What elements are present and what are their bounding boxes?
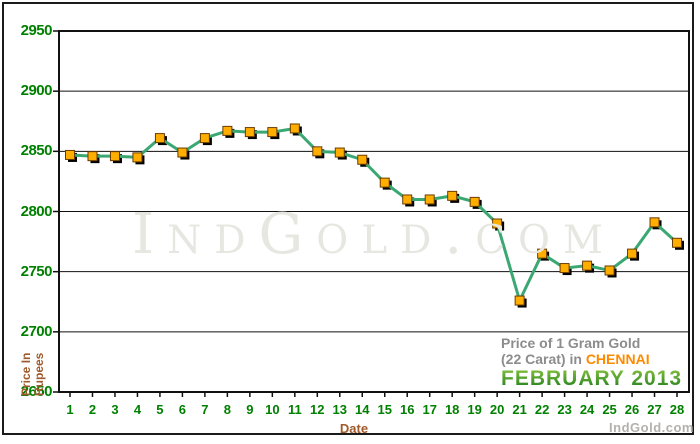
chart-subtitle-line1: Price of 1 Gram Gold xyxy=(501,335,641,351)
x-axis-tick-label: 22 xyxy=(534,402,550,417)
chart-frame: 2950 2900 2850 2800 2750 2700 2650 1 2 3 4 5 6 7 8 9 10… xyxy=(2,2,694,436)
x-axis-tick-label: 4 xyxy=(133,402,142,417)
x-axis-tick-label: 14 xyxy=(355,402,370,417)
price-line xyxy=(69,126,679,303)
x-axis-tick-label: 2 xyxy=(88,402,97,417)
brand-text: IndGold.com xyxy=(609,420,694,435)
data-point-marker xyxy=(604,265,615,276)
x-axis-tick-label: 21 xyxy=(512,402,527,417)
data-point-marker xyxy=(672,237,682,248)
x-axis-tick-label: 1 xyxy=(66,402,74,417)
y-axis-tick-label: 2900 xyxy=(20,82,53,100)
y-axis-tick-label: 2800 xyxy=(20,202,53,220)
data-point-marker xyxy=(582,260,593,271)
data-point-marker xyxy=(627,248,638,259)
chart-title-month: FEBRUARY 2013 xyxy=(501,367,683,390)
y-axis-title-line2: Rupees xyxy=(32,352,46,396)
y-axis-tick-label: 2650 xyxy=(20,383,53,400)
x-axis-tick-label: 11 xyxy=(287,402,302,417)
x-axis-tick-label: 24 xyxy=(579,402,595,417)
x-axis-tick-label: 23 xyxy=(557,402,572,417)
x-axis-tick-label: 12 xyxy=(310,402,325,417)
y-axis-tick-label: 2700 xyxy=(20,322,53,340)
x-axis-tick-label: 3 xyxy=(111,402,119,417)
data-point-marker xyxy=(132,152,143,163)
data-point-marker xyxy=(289,123,300,134)
data-point-marker xyxy=(447,190,458,201)
x-axis-tick-label: 28 xyxy=(669,402,685,417)
data-point-marker xyxy=(379,177,390,188)
data-point-marker xyxy=(65,149,75,160)
x-axis-tick-label: 6 xyxy=(178,402,187,417)
x-axis-tick-label: 20 xyxy=(489,402,505,417)
data-point-marker xyxy=(559,263,570,274)
x-axis-tick-label: 13 xyxy=(332,402,347,417)
x-axis-tick-label: 26 xyxy=(624,402,640,417)
chart-subtitle-line2-prefix: (22 Carat) in xyxy=(501,351,586,367)
data-point-marker xyxy=(537,248,548,259)
chart-title-block: Price of 1 Gram Gold (22 Carat) in CHENN… xyxy=(501,335,682,390)
data-point-marker xyxy=(244,127,255,138)
data-point-marker xyxy=(492,218,503,229)
data-point-marker xyxy=(267,127,278,138)
y-axis-tick-label: 2950 xyxy=(20,22,53,39)
data-point-marker xyxy=(199,133,210,144)
y-axis-tick-label: 2750 xyxy=(20,262,53,280)
x-axis-tick-label: 17 xyxy=(422,402,437,417)
x-axis-tick-label: 8 xyxy=(223,402,231,417)
x-axis-tick-label: 9 xyxy=(246,402,254,417)
data-point-marker xyxy=(334,147,345,158)
data-point-marker xyxy=(514,295,525,306)
data-point-marker xyxy=(312,146,323,157)
data-point-marker xyxy=(154,133,165,144)
x-axis-tick-label: 10 xyxy=(265,402,280,417)
x-axis-tick-label: 25 xyxy=(602,402,617,417)
price-line-chart xyxy=(53,30,690,397)
data-point-marker xyxy=(177,147,188,158)
y-axis-title: Price In Rupees xyxy=(19,336,46,396)
x-axis-title: Date xyxy=(339,421,369,436)
x-axis-tick-label: 19 xyxy=(467,402,482,417)
city-highlight: CHENNAI xyxy=(585,351,650,367)
data-point-marker xyxy=(109,151,120,162)
x-axis-tick-label: 16 xyxy=(399,402,415,417)
y-axis-tick-label: 2850 xyxy=(20,142,53,160)
data-point-marker xyxy=(402,194,413,205)
data-point-marker xyxy=(222,125,233,136)
x-axis-tick-label: 27 xyxy=(647,402,662,417)
data-point-marker xyxy=(469,196,480,207)
x-axis-tick-label: 5 xyxy=(156,402,164,417)
chart-subtitle-line2: (22 Carat) in CHENNAI xyxy=(501,351,682,367)
x-axis-tick-label: 7 xyxy=(201,402,209,417)
plot-border xyxy=(58,30,690,393)
data-point-marker xyxy=(649,217,660,228)
watermark: IndGold.com xyxy=(132,202,616,267)
data-point-marker xyxy=(357,154,368,165)
x-axis-tick-label: 15 xyxy=(377,402,392,417)
x-axis-tick-label: 18 xyxy=(444,402,460,417)
data-point-marker xyxy=(87,151,98,162)
data-point-marker xyxy=(424,194,435,205)
